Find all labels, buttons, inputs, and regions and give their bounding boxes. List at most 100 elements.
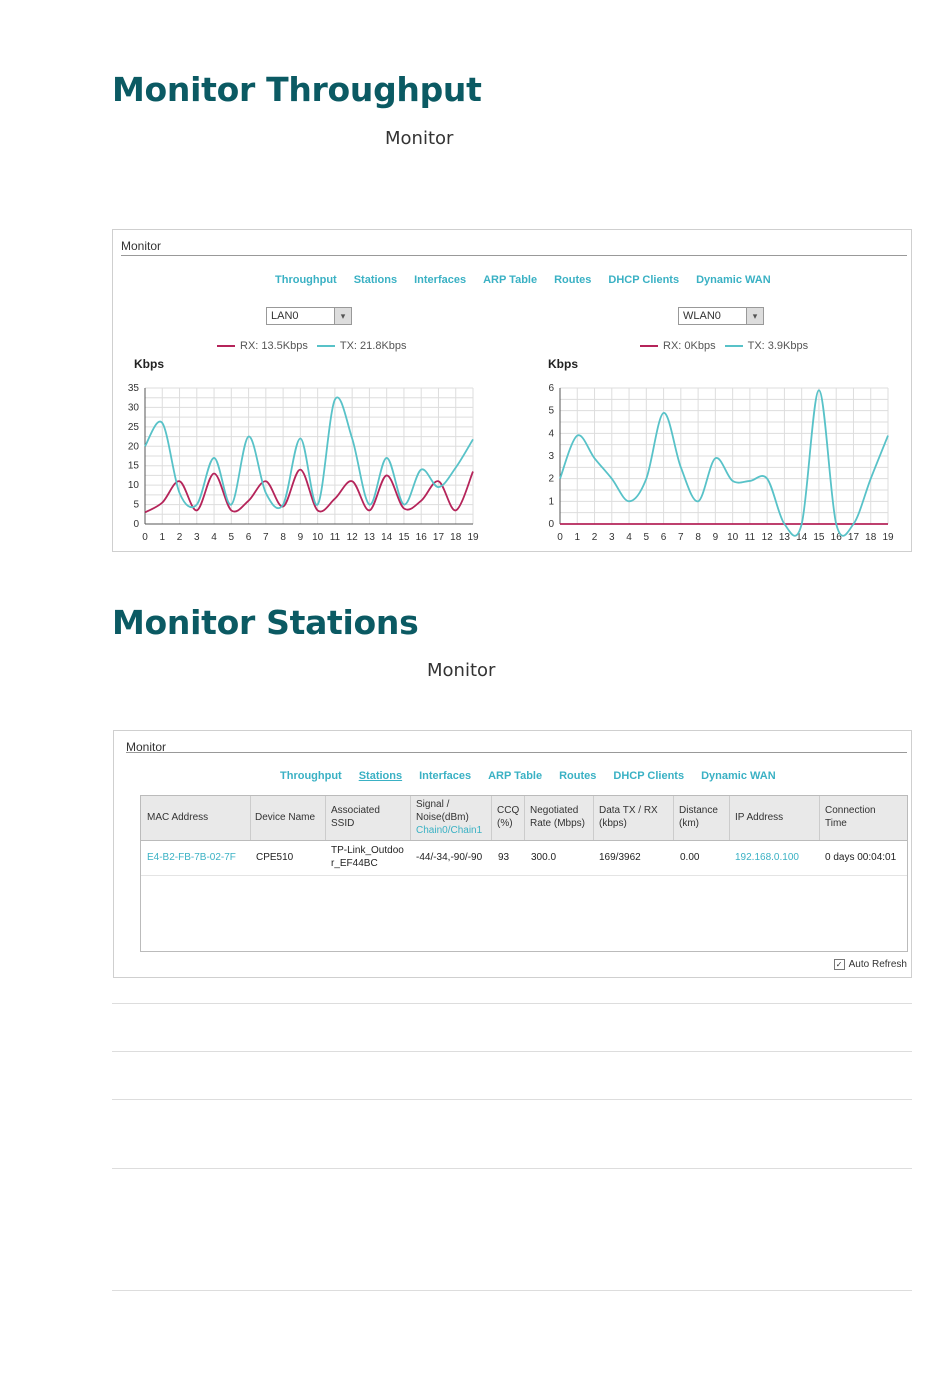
cell-distance: 0.00 (680, 852, 700, 863)
x-tick-label: 16 (831, 532, 843, 543)
x-tick-label: 17 (433, 532, 445, 543)
tab-dhcp-clients[interactable]: DHCP Clients (613, 770, 685, 782)
chart-legend-wlan: RX: 0Kbps TX: 3.9Kbps (640, 340, 808, 352)
tab-throughput[interactable]: Throughput (280, 770, 342, 782)
interface-select-value: LAN0 (271, 310, 299, 322)
cell-ccq: 93 (498, 852, 510, 863)
tab-routes[interactable]: Routes (559, 770, 597, 782)
col-header-time: Connection Time (825, 805, 876, 829)
col-header-ccq: CCQ (%) (497, 805, 520, 829)
x-tick-label: 18 (865, 532, 877, 543)
panel-divider (121, 255, 907, 256)
x-tick-label: 19 (467, 532, 479, 543)
col-header-signal: Signal / Noise(dBm) Chain0/Chain1 (416, 799, 483, 836)
y-tick-label: 3 (548, 451, 554, 462)
cell-mac[interactable]: E4-B2-FB-7B-02-7F (147, 852, 236, 863)
panel-divider (126, 752, 907, 753)
x-tick-label: 15 (813, 532, 825, 543)
tab-stations[interactable]: Stations (353, 274, 398, 286)
legend-swatch-tx (724, 345, 743, 347)
chart-ylabel-lan: Kbps (134, 357, 164, 371)
col-header-ip: IP Address (735, 812, 784, 823)
checkbox-icon[interactable]: ✓ (833, 959, 845, 970)
x-tick-label: 4 (626, 532, 632, 543)
y-tick-label: 20 (128, 441, 140, 452)
tab-interfaces[interactable]: Interfaces (414, 274, 467, 286)
legend-label-tx: TX: 21.8Kbps (339, 340, 407, 352)
table-row[interactable]: E4-B2-FB-7B-02-7F CPE510 TP-Link_Outdoo r… (141, 841, 907, 876)
cell-rate: 300.0 (531, 852, 557, 863)
x-tick-label: 11 (330, 532, 341, 543)
x-tick-label: 17 (848, 532, 860, 543)
x-tick-label: 18 (450, 532, 462, 543)
tab-dynamic-wan[interactable]: Dynamic WAN (696, 274, 771, 286)
interface-select-value: WLAN0 (683, 310, 721, 322)
tab-dynamic-wan[interactable]: Dynamic WAN (701, 770, 776, 782)
x-tick-label: 12 (762, 532, 774, 543)
auto-refresh-control[interactable]: ✓ Auto Refresh (833, 959, 907, 970)
col-header-device: Device Name (255, 812, 316, 823)
cell-ip[interactable]: 192.168.0.100 (735, 852, 799, 863)
y-tick-label: 25 (128, 422, 140, 433)
monitor-throughput-panel: Monitor Throughput Stations Interfaces A… (112, 229, 912, 552)
col-header-rate: Negotiated Rate (Mbps) (530, 805, 586, 829)
cell-data: 169/3962 (599, 852, 641, 863)
cell-signal: -44/-34,-90/-90 (416, 852, 483, 863)
x-tick-label: 15 (398, 532, 410, 543)
divider (112, 1168, 912, 1169)
tab-arp-table[interactable]: ARP Table (488, 770, 543, 782)
x-tick-label: 5 (644, 532, 650, 543)
y-tick-label: 30 (128, 402, 140, 413)
x-tick-label: 7 (263, 532, 269, 543)
section-subtitle-stations: Monitor (427, 660, 496, 681)
tab-stations[interactable]: Stations (358, 770, 403, 782)
x-tick-label: 8 (695, 532, 701, 543)
section-title-throughput: Monitor Throughput (112, 70, 482, 109)
chart-legend-lan: RX: 13.5Kbps TX: 21.8Kbps (217, 340, 407, 352)
legend-label-rx: RX: 13.5Kbps (240, 340, 308, 352)
tab-dhcp-clients[interactable]: DHCP Clients (608, 274, 680, 286)
x-tick-label: 2 (592, 532, 598, 543)
chevron-down-icon: ▾ (746, 308, 763, 324)
x-tick-label: 10 (312, 532, 324, 543)
tab-routes[interactable]: Routes (554, 274, 592, 286)
x-tick-label: 14 (796, 532, 808, 543)
x-tick-label: 16 (416, 532, 428, 543)
section-title-stations: Monitor Stations (112, 603, 419, 642)
x-tick-label: 1 (159, 532, 165, 543)
panel-title: Monitor (121, 239, 162, 253)
tab-arp-table[interactable]: ARP Table (483, 274, 538, 286)
y-tick-label: 0 (133, 519, 139, 530)
x-tick-label: 7 (678, 532, 684, 543)
x-tick-label: 5 (229, 532, 235, 543)
y-tick-label: 6 (548, 383, 554, 394)
interface-select-wlan[interactable]: WLAN0 ▾ (678, 307, 764, 325)
cell-device: CPE510 (256, 852, 294, 863)
chevron-down-icon: ▾ (334, 308, 351, 324)
interface-select-lan[interactable]: LAN0 ▾ (266, 307, 352, 325)
series-line-tx (559, 389, 889, 537)
stations-table: MAC Address Device Name Associated SSID S… (140, 795, 908, 952)
legend-swatch-tx (316, 345, 335, 347)
divider (112, 1290, 912, 1291)
y-tick-label: 10 (128, 480, 140, 491)
tab-interfaces[interactable]: Interfaces (419, 770, 472, 782)
tab-throughput[interactable]: Throughput (275, 274, 337, 286)
legend-label-tx: TX: 3.9Kbps (747, 340, 809, 352)
y-tick-label: 5 (548, 406, 554, 417)
chart-ylabel-wlan: Kbps (548, 357, 578, 371)
x-tick-label: 19 (882, 532, 894, 543)
legend-swatch-rx (640, 345, 658, 347)
col-header-mac: MAC Address (147, 812, 209, 823)
y-tick-label: 4 (548, 428, 554, 439)
col-header-data: Data TX / RX (kbps) (599, 805, 658, 829)
divider (112, 1099, 912, 1100)
divider (112, 1051, 912, 1052)
cell-ssid: TP-Link_Outdoo r_EF44BC (331, 845, 404, 869)
monitor-tabs: Throughput Stations Interfaces ARP Table… (275, 274, 788, 286)
x-tick-label: 6 (246, 532, 252, 543)
x-tick-label: 8 (280, 532, 286, 543)
x-tick-label: 2 (177, 532, 183, 543)
series-line-tx (144, 396, 474, 510)
